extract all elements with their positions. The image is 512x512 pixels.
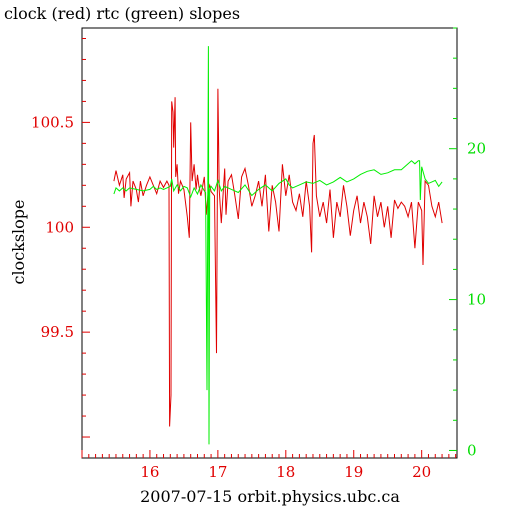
x-tick-label: 17 bbox=[208, 463, 227, 481]
series-layer bbox=[113, 46, 443, 445]
x-tick-label: 19 bbox=[344, 463, 363, 481]
y-right-tick-label: 0 bbox=[467, 441, 477, 459]
series-line-clock bbox=[113, 88, 443, 427]
plot-frame bbox=[81, 27, 458, 459]
x-tick-label: 16 bbox=[140, 463, 159, 481]
y-axis-label: clockslope bbox=[9, 199, 28, 284]
x-axis-label: 2007-07-15 orbit.physics.ubc.ca bbox=[140, 487, 400, 506]
ticks-layer: 16 17 18 19 20 99.5 100 100.5 0 10 20 bbox=[31, 27, 486, 481]
series-line-rtc bbox=[113, 46, 443, 445]
y-left-tick-label: 100 bbox=[45, 218, 74, 236]
y-right-tick-label: 20 bbox=[467, 140, 486, 158]
y-right-tick-label: 10 bbox=[467, 291, 486, 309]
y-left-tick-label: 100.5 bbox=[31, 113, 74, 131]
y-left-tick-label: 99.5 bbox=[41, 323, 74, 341]
chart-title: clock (red) rtc (green) slopes bbox=[4, 4, 240, 23]
x-tick-label: 18 bbox=[276, 463, 295, 481]
x-tick-label: 20 bbox=[412, 463, 431, 481]
